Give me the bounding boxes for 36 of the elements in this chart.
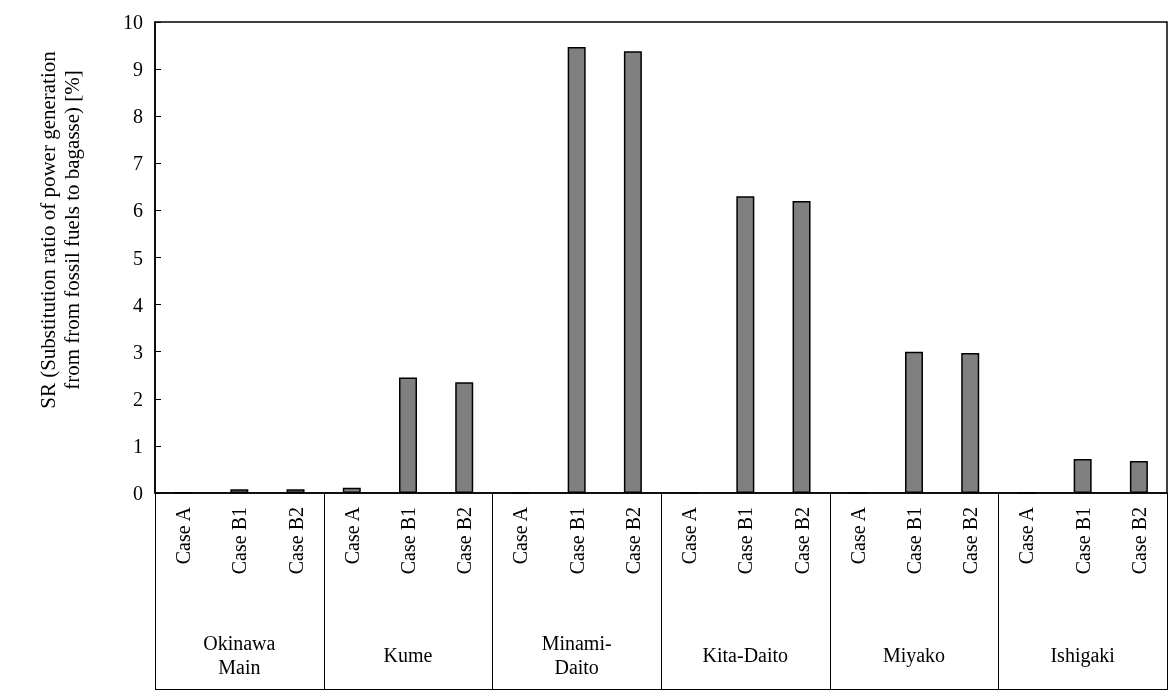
y-tick-label: 2 — [133, 387, 143, 410]
x-tick-label: Case B1 — [397, 507, 419, 575]
x-tick-label: Case B2 — [621, 507, 644, 575]
x-tick-label: Case B1 — [903, 507, 925, 575]
x-tick-label: Case A — [340, 506, 363, 565]
x-tick-label: Case A — [678, 506, 701, 565]
x-tick-label: Case A — [172, 506, 195, 565]
x-tick-label: Case A — [1015, 506, 1038, 565]
x-tick-label: Case A — [846, 506, 869, 565]
y-tick-label: 1 — [133, 434, 143, 457]
x-tick-label: Case B1 — [734, 507, 757, 575]
text: Kume — [382, 643, 434, 668]
y-tick-label: 10 — [123, 11, 143, 33]
x-tick-label: Case A — [509, 506, 532, 565]
text: Okinawa Main — [202, 631, 277, 680]
x-tick-label: Case B2 — [284, 507, 307, 575]
x-tick-label: Case B2 — [1127, 507, 1150, 575]
y-tick-label: 3 — [133, 340, 143, 363]
text: Kita-Daito — [701, 643, 790, 668]
y-axis-title: SR (Substitution ratio of power generation from from fossil fuels to bagasse) [%] — [35, 50, 85, 411]
x-tick-label: Case B1 — [1071, 507, 1094, 575]
x-tick-label: Case B2 — [959, 507, 982, 575]
x-tick-label: Case B2 — [453, 507, 476, 575]
y-tick-label: 0 — [133, 482, 143, 504]
y-tick-label: 9 — [133, 58, 143, 81]
y-tick-label: 5 — [133, 246, 143, 269]
x-tick-label: Case B1 — [565, 507, 588, 575]
y-tick-label: 7 — [133, 152, 143, 175]
y-tick-label: 4 — [133, 293, 143, 316]
y-tick-label: 8 — [133, 105, 143, 128]
x-tick-label: Case B1 — [228, 507, 251, 575]
text: Minami-Daito — [540, 631, 613, 680]
text: Ishigaki — [1049, 643, 1116, 669]
x-tick-label: Case B2 — [790, 507, 813, 575]
text: Miyako — [881, 643, 947, 669]
y-tick-label: 6 — [133, 199, 143, 222]
